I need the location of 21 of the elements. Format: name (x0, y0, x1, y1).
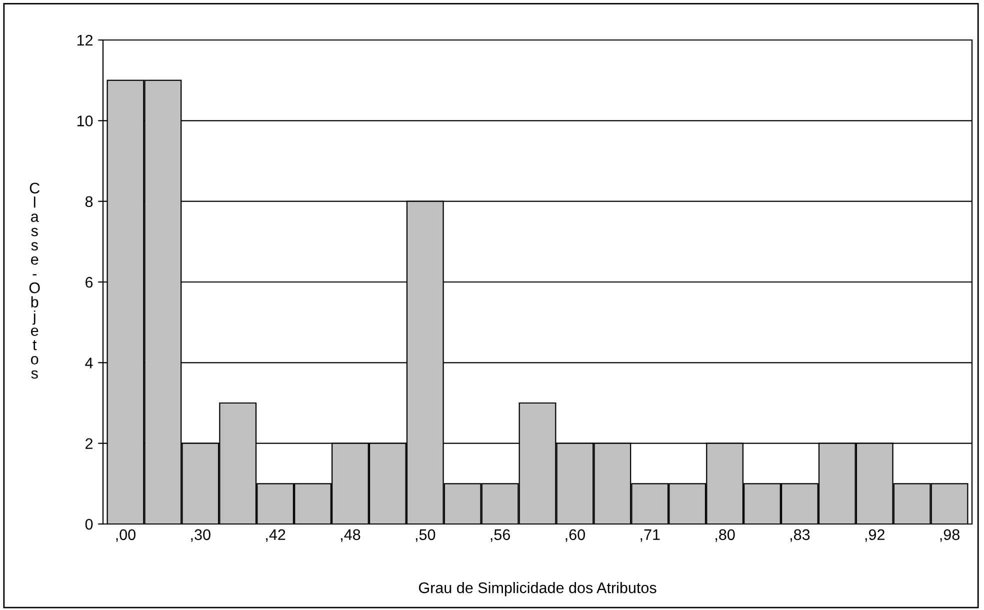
x-tick-label: ,56 (490, 529, 510, 542)
x-tick-label: ,71 (640, 529, 660, 542)
y-tick-label: 0 (85, 518, 93, 530)
y-tick-label: 4 (85, 358, 93, 368)
x-tick-label: ,42 (266, 529, 286, 542)
x-tick-label: ,00 (116, 529, 136, 542)
y-tick-label: 10 (77, 116, 93, 126)
x-tick-label: ,30 (191, 529, 210, 542)
x-tick-label: ,83 (790, 529, 810, 542)
x-tick-label: ,50 (416, 529, 436, 542)
x-tick-label: ,60 (566, 529, 585, 542)
x-tick-label: ,80 (716, 529, 735, 542)
y-tick-label: 6 (86, 276, 93, 288)
x-axis-title: Grau de Simplicidade dos Atributos (418, 582, 656, 596)
text: Classe-Objetos (29, 182, 40, 379)
x-tick-label: ,92 (865, 529, 884, 542)
x-tick-label: ,48 (340, 529, 360, 542)
y-tick-label: 8 (85, 196, 93, 208)
y-tick-label: 2 (86, 438, 93, 449)
x-tick-label: ,98 (940, 529, 960, 542)
y-tick-label: 12 (77, 34, 93, 46)
